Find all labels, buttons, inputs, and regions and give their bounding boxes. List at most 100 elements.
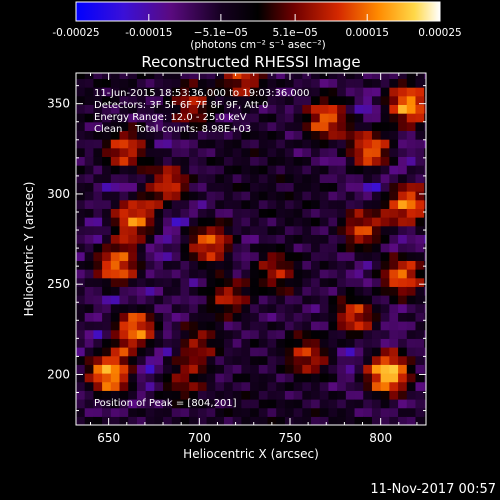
heatmap-cell: [371, 147, 382, 157]
heatmap-cell: [406, 260, 417, 270]
heatmap-cell: [102, 416, 112, 425]
heatmap-cell: [363, 139, 373, 149]
heatmap-cell: [250, 87, 260, 97]
heatmap-cell: [389, 139, 399, 149]
annotation-time-range: 11-Jun-2015 18:53:36.000 to 19:03:36.000: [94, 88, 310, 99]
heatmap-cell: [398, 243, 408, 253]
heatmap-cell: [293, 104, 303, 114]
heatmap-cell: [276, 78, 286, 88]
heatmap-cell: [163, 156, 173, 166]
heatmap-cell: [406, 338, 417, 348]
heatmap-cell: [311, 260, 321, 270]
heatmap-cell: [363, 347, 373, 357]
heatmap-cell: [311, 329, 321, 339]
heatmap-cell: [119, 381, 129, 391]
heatmap-cell: [337, 225, 347, 235]
heatmap-cell: [119, 355, 129, 365]
heatmap-cell: [154, 208, 164, 218]
heatmap-cell: [284, 104, 295, 114]
heatmap-cell: [363, 130, 373, 140]
heatmap-cell: [197, 277, 208, 287]
heatmap-cell: [258, 156, 269, 166]
heatmap-cell: [93, 182, 103, 192]
heatmap-cell: [398, 139, 408, 149]
heatmap-cell: [258, 234, 269, 244]
heatmap-cell: [337, 390, 347, 400]
heatmap-cell: [84, 312, 94, 322]
heatmap-cell: [302, 78, 312, 88]
heatmap-cell: [241, 199, 251, 209]
heatmap-cell: [406, 347, 417, 357]
heatmap-cell: [119, 277, 129, 287]
heatmap-cell: [363, 277, 373, 287]
heatmap-cell: [293, 251, 303, 261]
heatmap-cell: [267, 104, 277, 114]
heatmap-cell: [197, 139, 208, 149]
heatmap-cell: [424, 373, 426, 383]
heatmap-cell: [154, 407, 164, 417]
heatmap-cell: [424, 73, 426, 80]
heatmap-cell: [171, 416, 182, 425]
heatmap-cell: [250, 78, 260, 88]
heatmap-cell: [128, 355, 138, 365]
heatmap-cell: [380, 416, 390, 425]
heatmap-cell: [250, 286, 260, 296]
heatmap-cell: [267, 173, 277, 183]
annotation-block: 11-Jun-2015 18:53:36.000 to 19:03:36.000…: [94, 88, 310, 409]
heatmap-cell: [363, 121, 373, 131]
heatmap-cell: [302, 399, 312, 409]
heatmap-cell: [241, 234, 251, 244]
heatmap-cell: [154, 277, 164, 287]
heatmap-cell: [258, 199, 269, 209]
heatmap-cell: [406, 165, 417, 175]
heatmap-cell: [180, 295, 190, 305]
heatmap-cell: [136, 329, 147, 339]
heatmap-cell: [371, 355, 382, 365]
heatmap-cell: [163, 355, 173, 365]
heatmap-cell: [215, 277, 225, 287]
heatmap-cell: [293, 381, 303, 391]
heatmap-cell: [163, 286, 173, 296]
heatmap-cell: [311, 251, 321, 261]
heatmap-cell: [171, 113, 182, 123]
heatmap-cell: [197, 173, 208, 183]
heatmap-cell: [302, 95, 312, 105]
heatmap-cell: [398, 373, 408, 383]
heatmap-cell: [337, 303, 347, 313]
heatmap-cell: [276, 243, 286, 253]
heatmap-cell: [371, 381, 382, 391]
heatmap-cell: [154, 338, 164, 348]
heatmap-cell: [119, 104, 129, 114]
heatmap-cell: [424, 113, 426, 123]
heatmap-cell: [223, 312, 234, 322]
heatmap-cell: [76, 269, 86, 279]
heatmap-cell: [267, 390, 277, 400]
heatmap-cell: [215, 373, 225, 383]
heatmap-cell: [215, 87, 225, 97]
heatmap-cell: [406, 407, 417, 417]
heatmap-cell: [371, 295, 382, 305]
heatmap-cell: [311, 191, 321, 201]
heatmap-cell: [328, 78, 338, 88]
heatmap-cell: [267, 225, 277, 235]
heatmap-cell: [319, 199, 330, 209]
heatmap-cell: [406, 251, 417, 261]
x-axis-label: Heliocentric X (arcsec): [183, 447, 319, 461]
heatmap-cell: [206, 303, 216, 313]
heatmap-cell: [276, 364, 286, 374]
heatmap-cell: [136, 130, 147, 140]
heatmap-cell: [328, 251, 338, 261]
heatmap-cell: [319, 312, 330, 322]
heatmap-cell: [215, 286, 225, 296]
heatmap-cell: [363, 156, 373, 166]
heatmap-cell: [302, 104, 312, 114]
heatmap-cell: [110, 225, 121, 235]
heatmap-cell: [415, 390, 425, 400]
heatmap-cell: [197, 338, 208, 348]
heatmap-cell: [337, 217, 347, 227]
heatmap-cell: [180, 381, 190, 391]
annotation-clean-counts: Clean Total counts: 8.98E+03: [94, 124, 251, 135]
heatmap-cell: [119, 373, 129, 383]
heatmap-cell: [189, 390, 199, 400]
heatmap-cell: [197, 191, 208, 201]
